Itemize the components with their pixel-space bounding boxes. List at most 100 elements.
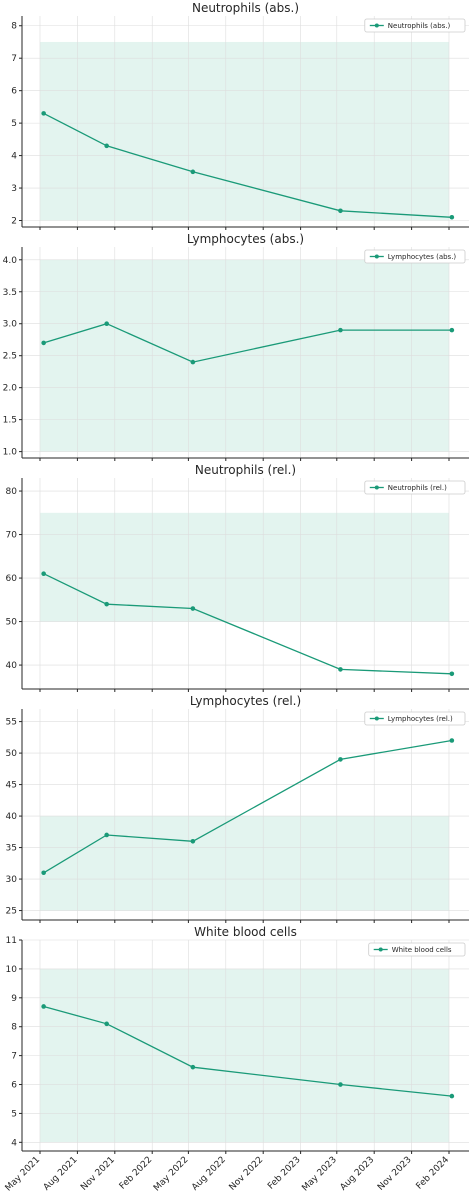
legend-marker [374, 485, 379, 490]
data-point [449, 738, 455, 743]
y-tick-label: 7 [11, 1052, 17, 1062]
y-tick-label: 55 [6, 718, 17, 728]
legend-box [364, 711, 466, 726]
y-tick-label: 6 [11, 1081, 17, 1091]
data-point [338, 327, 343, 333]
y-tick-label: 4 [11, 152, 17, 162]
chart-panel: 40 50 60 70 80 Neutrophils (rel.) Neutrophils … [6, 463, 469, 692]
y-tick-label: 50 [6, 749, 18, 759]
data-point [41, 571, 46, 577]
chart-title: Neutrophils (rel.) [195, 463, 296, 477]
data-point [104, 321, 109, 327]
y-tick-label: 3.5 [3, 288, 17, 298]
chart-panel: 4 5 6 7 8 9 10 11 White blood cells White blood c… [6, 925, 469, 1154]
reference-range-band [40, 41, 449, 221]
data-point [104, 143, 109, 149]
y-tick-label: 50 [6, 618, 18, 628]
legend-label: White blood cells [392, 946, 452, 954]
data-point [41, 340, 46, 346]
data-point [41, 870, 46, 876]
data-point [104, 601, 109, 607]
chart-panel: 25 30 35 40 45 50 55 Lymphocytes (rel.) Lymphocy… [6, 694, 469, 923]
chart-panel: 1.0 1.5 2.0 2.5 3.0 3.5 4.0 Lymphocytes (abs.) L… [3, 232, 469, 461]
data-point [338, 757, 343, 762]
y-tick-label: 60 [6, 574, 18, 584]
chart-title: Neutrophils (abs.) [192, 1, 299, 15]
legend-box [364, 249, 466, 264]
data-point [190, 606, 196, 611]
x-tick-label: Nov 2021 [79, 1155, 117, 1192]
y-tick-label: 3 [11, 184, 17, 194]
x-tick-label: Aug 2021 [42, 1155, 80, 1192]
x-tick-label: Aug 2023 [339, 1155, 377, 1192]
reference-range-band [40, 816, 449, 911]
data-point [190, 359, 196, 365]
y-tick-label: 30 [6, 875, 18, 885]
data-point [338, 208, 343, 214]
data-point [338, 667, 343, 672]
legend-box [364, 18, 466, 33]
legend-marker [378, 947, 383, 952]
x-tick-label: Feb 2024 [415, 1155, 452, 1192]
y-tick-label: 4.0 [3, 256, 18, 266]
x-tick-label: Feb 2023 [266, 1155, 303, 1192]
legend-box [368, 942, 466, 957]
y-tick-label: 45 [6, 781, 17, 791]
x-tick-label: Nov 2022 [228, 1155, 266, 1192]
y-tick-label: 1.0 [3, 448, 18, 458]
data-point [190, 169, 196, 175]
data-point [104, 832, 109, 838]
chart-title: White blood cells [194, 925, 297, 939]
legend-box [364, 480, 466, 495]
y-tick-label: 35 [6, 844, 17, 854]
legend-label: Neutrophils (abs.) [388, 22, 451, 30]
y-tick-label: 10 [6, 965, 18, 975]
chart-panel: 2 3 4 5 6 7 8 Neutrophils (abs.) Neutrophils (ab… [11, 1, 469, 230]
y-tick-label: 2 [11, 217, 17, 227]
x-tick-label: Nov 2023 [376, 1155, 414, 1192]
y-tick-label: 8 [11, 22, 17, 32]
x-tick-label: Aug 2022 [190, 1155, 228, 1192]
data-point [190, 838, 196, 844]
legend-marker [374, 254, 379, 259]
y-tick-label: 2.5 [3, 352, 17, 362]
data-point [449, 1093, 455, 1099]
y-tick-label: 5 [11, 119, 17, 129]
legend-marker [374, 23, 379, 28]
data-point [41, 111, 46, 116]
legend-label: Lymphocytes (rel.) [388, 715, 453, 723]
data-point [190, 1064, 196, 1070]
x-tick-label: Feb 2022 [118, 1155, 155, 1192]
legend-label: Neutrophils (rel.) [388, 484, 447, 492]
data-point [449, 671, 455, 677]
legend-label: Lymphocytes (abs.) [388, 253, 457, 261]
chart-title: Lymphocytes (rel.) [190, 694, 301, 708]
y-tick-label: 5 [11, 1109, 17, 1119]
reference-range-band [40, 512, 449, 622]
y-tick-label: 7 [11, 54, 17, 64]
y-tick-label: 40 [6, 661, 18, 671]
y-tick-label: 11 [6, 936, 17, 946]
y-tick-label: 3.0 [3, 320, 18, 330]
y-tick-label: 6 [11, 87, 17, 97]
x-tick-label: May 2021 [4, 1155, 42, 1192]
y-tick-label: 9 [11, 994, 17, 1004]
y-tick-label: 1.5 [3, 416, 17, 426]
data-point [104, 1021, 109, 1027]
data-point [449, 327, 455, 333]
y-tick-label: 70 [6, 531, 18, 541]
y-tick-label: 8 [11, 1023, 17, 1033]
y-tick-label: 80 [6, 487, 18, 497]
x-tick-label: May 2022 [152, 1155, 190, 1192]
y-tick-label: 4 [11, 1138, 17, 1148]
data-point [449, 214, 455, 220]
y-tick-label: 40 [6, 812, 18, 822]
y-tick-label: 2.0 [3, 384, 18, 394]
chart-title: Lymphocytes (abs.) [187, 232, 304, 246]
y-tick-label: 25 [6, 907, 17, 917]
data-point [338, 1082, 343, 1087]
data-point [41, 1004, 46, 1009]
x-tick-label: May 2023 [300, 1155, 338, 1192]
legend-marker [374, 716, 379, 721]
